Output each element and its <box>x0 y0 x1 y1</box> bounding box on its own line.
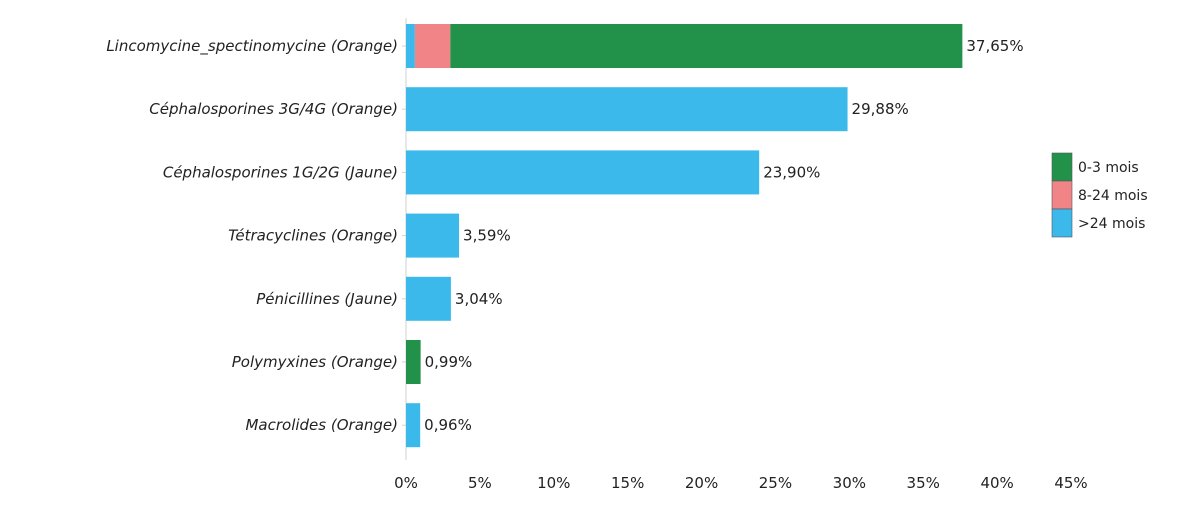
x-tick-label: 0% <box>394 474 418 492</box>
bars-layer <box>406 24 963 448</box>
legend-label: 8-24 mois <box>1078 188 1148 204</box>
legend-swatch <box>1051 180 1073 210</box>
value-label: 29,88% <box>852 100 909 118</box>
x-tick-label: 20% <box>685 474 718 492</box>
bar-segment <box>406 150 760 195</box>
category-label: Macrolides (Orange) <box>245 416 398 434</box>
value-label: 37,65% <box>966 37 1023 55</box>
legend: 0-3 mois 8-24 mois >24 mois <box>1051 152 1148 238</box>
category-label: Céphalosporines 1G/2G (Jaune) <box>163 163 398 181</box>
bar-segment <box>406 213 460 258</box>
category-label: Pénicillines (Jaune) <box>256 290 398 308</box>
value-label: 0,96% <box>424 416 472 434</box>
bar-segment <box>406 276 451 321</box>
value-label: 3,59% <box>463 227 511 245</box>
x-tick-label: 45% <box>1054 474 1087 492</box>
x-tick-label: 10% <box>537 474 570 492</box>
category-label: Polymyxines (Orange) <box>232 353 398 371</box>
x-tick-label: 5% <box>468 474 492 492</box>
category-label: Céphalosporines 3G/4G (Orange) <box>149 100 398 118</box>
axis-layer: 0% 5% 10% 15% 20% 25% 30% 35% 40% 45% <box>394 18 1088 492</box>
legend-label: >24 mois <box>1078 216 1145 232</box>
bar-segment <box>450 24 963 68</box>
value-label: 23,90% <box>763 163 820 181</box>
x-tick-label: 15% <box>611 474 644 492</box>
bar-segment <box>406 340 421 384</box>
category-label: Tétracyclines (Orange) <box>228 227 398 245</box>
category-label: Lincomycine_spectinomycine (Orange) <box>106 37 398 56</box>
labels-layer: Lincomycine_spectinomycine (Orange) 37,65… <box>106 37 1023 434</box>
bar-segment <box>406 24 415 68</box>
bar-segment <box>406 403 421 448</box>
legend-swatch <box>1051 152 1073 182</box>
value-label: 3,04% <box>455 290 503 308</box>
legend-label: 0-3 mois <box>1078 160 1139 176</box>
bar-segment <box>406 87 848 132</box>
legend-swatch <box>1051 208 1073 238</box>
value-label: 0,99% <box>425 353 473 371</box>
x-tick-label: 40% <box>980 474 1013 492</box>
x-tick-label: 25% <box>759 474 792 492</box>
x-tick-label: 35% <box>907 474 940 492</box>
bar-segment <box>414 24 451 68</box>
x-tick-label: 30% <box>833 474 866 492</box>
